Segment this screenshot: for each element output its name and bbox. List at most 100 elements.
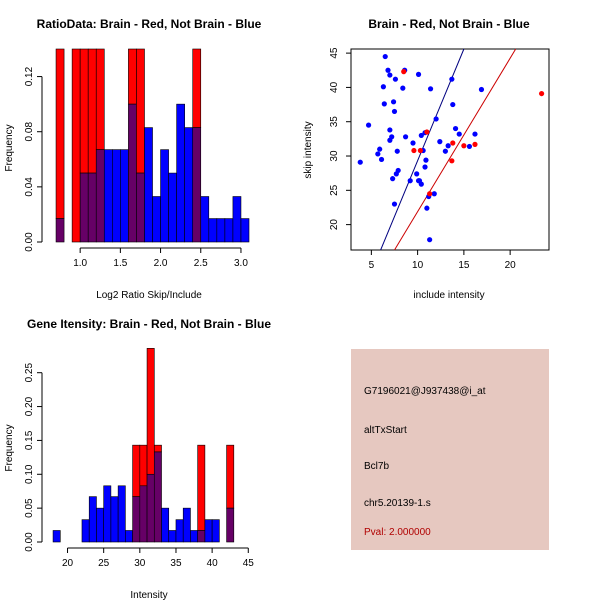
- not-brain-point: [385, 67, 391, 73]
- brain-bar: [128, 48, 137, 105]
- brain-bar: [139, 444, 148, 487]
- not-brain-bar: [182, 507, 191, 543]
- not-brain-bar: [110, 496, 119, 543]
- ratio-hist-xlabel: Log2 Ratio Skip/Include: [96, 290, 202, 301]
- not-brain-bar: [208, 218, 218, 243]
- brain-bar: [71, 48, 81, 243]
- scatter-xlabel: include intensity: [413, 290, 484, 301]
- scatter-frame: [350, 48, 550, 251]
- not-brain-point: [395, 167, 401, 174]
- not-brain-point: [380, 84, 386, 90]
- overlap-bar: [55, 218, 65, 243]
- not-brain-point: [400, 85, 406, 91]
- probe-id-text: G7196021@J937438@i_at: [364, 386, 486, 397]
- not-brain-bar: [103, 485, 112, 543]
- intensity-hist-xlabel: Intensity: [130, 590, 167, 600]
- overlap-bar: [226, 507, 235, 543]
- brain-point: [450, 140, 456, 146]
- y-tick-label: 0.15: [24, 430, 35, 450]
- not-brain-point: [390, 176, 396, 182]
- not-brain-bar: [211, 519, 220, 543]
- not-brain-point: [449, 76, 455, 82]
- not-brain-bar: [168, 530, 177, 543]
- y-tick-label: 25: [329, 184, 340, 196]
- overlap-bar: [197, 530, 206, 543]
- x-tick-label: 35: [170, 558, 182, 569]
- x-tick-label: 2.0: [154, 258, 168, 269]
- not-brain-bar: [190, 530, 198, 543]
- not-brain-point: [387, 127, 393, 133]
- not-brain-bar: [200, 196, 210, 243]
- not-brain-point: [415, 71, 422, 77]
- not-brain-point: [433, 116, 439, 122]
- not-brain-bar: [240, 218, 250, 243]
- not-brain-point: [427, 237, 433, 243]
- y-tick-label: 0.12: [24, 66, 35, 86]
- y-tick-label: 0.25: [24, 363, 35, 383]
- not-brain-bar: [125, 530, 133, 543]
- x-tick-label: 1.5: [113, 258, 127, 269]
- y-tick-label: 0.00: [24, 532, 35, 552]
- pval-text: Pval: 2.000000: [364, 527, 431, 538]
- not-brain-bar: [120, 149, 129, 243]
- overlap-bar: [139, 485, 148, 543]
- not-brain-point: [402, 134, 409, 140]
- ratio-hist-title: RatioData: Brain - Red, Not Brain - Blue: [37, 17, 262, 31]
- not-brain-point: [431, 191, 437, 197]
- ratio-histogram: RatioData: Brain - Red, Not Brain - Blue…: [4, 17, 262, 301]
- overlap-bar: [132, 496, 141, 543]
- not-brain-point: [424, 205, 430, 211]
- not-brain-bar: [184, 127, 194, 243]
- y-tick-label: 20: [329, 219, 340, 231]
- overlap-bar: [128, 103, 137, 243]
- brain-point: [449, 158, 455, 164]
- not-brain-point: [414, 171, 420, 177]
- not-brain-point: [437, 139, 443, 145]
- not-brain-point: [418, 181, 424, 187]
- overlap-bar: [79, 172, 89, 243]
- not-brain-point: [394, 148, 400, 154]
- not-brain-point: [418, 132, 424, 139]
- y-tick-label: 0.08: [24, 122, 35, 142]
- gene-name-text: Bcl7b: [364, 461, 390, 472]
- not-brain-point: [466, 143, 473, 150]
- scatter-title: Brain - Red, Not Brain - Blue: [368, 17, 530, 31]
- brain-bar: [87, 48, 97, 174]
- brain-point: [427, 191, 433, 197]
- y-tick-label: 0.20: [24, 396, 35, 416]
- not-brain-point: [472, 131, 478, 137]
- x-tick-label: 15: [458, 260, 470, 271]
- brain-point: [411, 147, 417, 154]
- y-tick-label: 0.04: [24, 177, 35, 197]
- not-brain-point: [382, 53, 388, 60]
- not-brain-point: [442, 148, 448, 154]
- not-brain-bar: [232, 196, 242, 243]
- x-tick-label: 25: [98, 558, 110, 569]
- not-brain-bar: [160, 149, 169, 243]
- not-brain-point: [478, 86, 485, 93]
- not-brain-bar: [176, 103, 185, 243]
- brain-bar: [95, 48, 105, 150]
- not-brain-point: [378, 156, 385, 163]
- not-brain-point: [422, 164, 428, 170]
- x-tick-label: 45: [243, 558, 255, 569]
- brain-fit-line: [394, 48, 517, 251]
- not-brain-point: [375, 151, 381, 157]
- not-brain-point: [456, 131, 462, 137]
- scatter-ylabel: skip intensity: [303, 121, 314, 178]
- intensity-hist-title: Gene Itensity: Brain - Red, Not Brain - …: [27, 317, 271, 331]
- not-brain-point: [452, 125, 459, 132]
- not-brain-point: [423, 157, 429, 163]
- not-brain-bar: [224, 218, 234, 243]
- x-tick-label: 20: [62, 558, 74, 569]
- not-brain-point: [357, 159, 363, 165]
- not-brain-point: [391, 201, 398, 207]
- not-brain-point: [445, 143, 451, 149]
- y-tick-label: 0.10: [24, 464, 35, 484]
- brain-bar: [226, 444, 235, 509]
- event-type-text: altTxStart: [364, 425, 407, 436]
- x-tick-label: 10: [412, 260, 424, 271]
- not-brain-point: [450, 101, 456, 108]
- not-brain-point: [391, 108, 398, 115]
- overlap-bar: [153, 451, 162, 543]
